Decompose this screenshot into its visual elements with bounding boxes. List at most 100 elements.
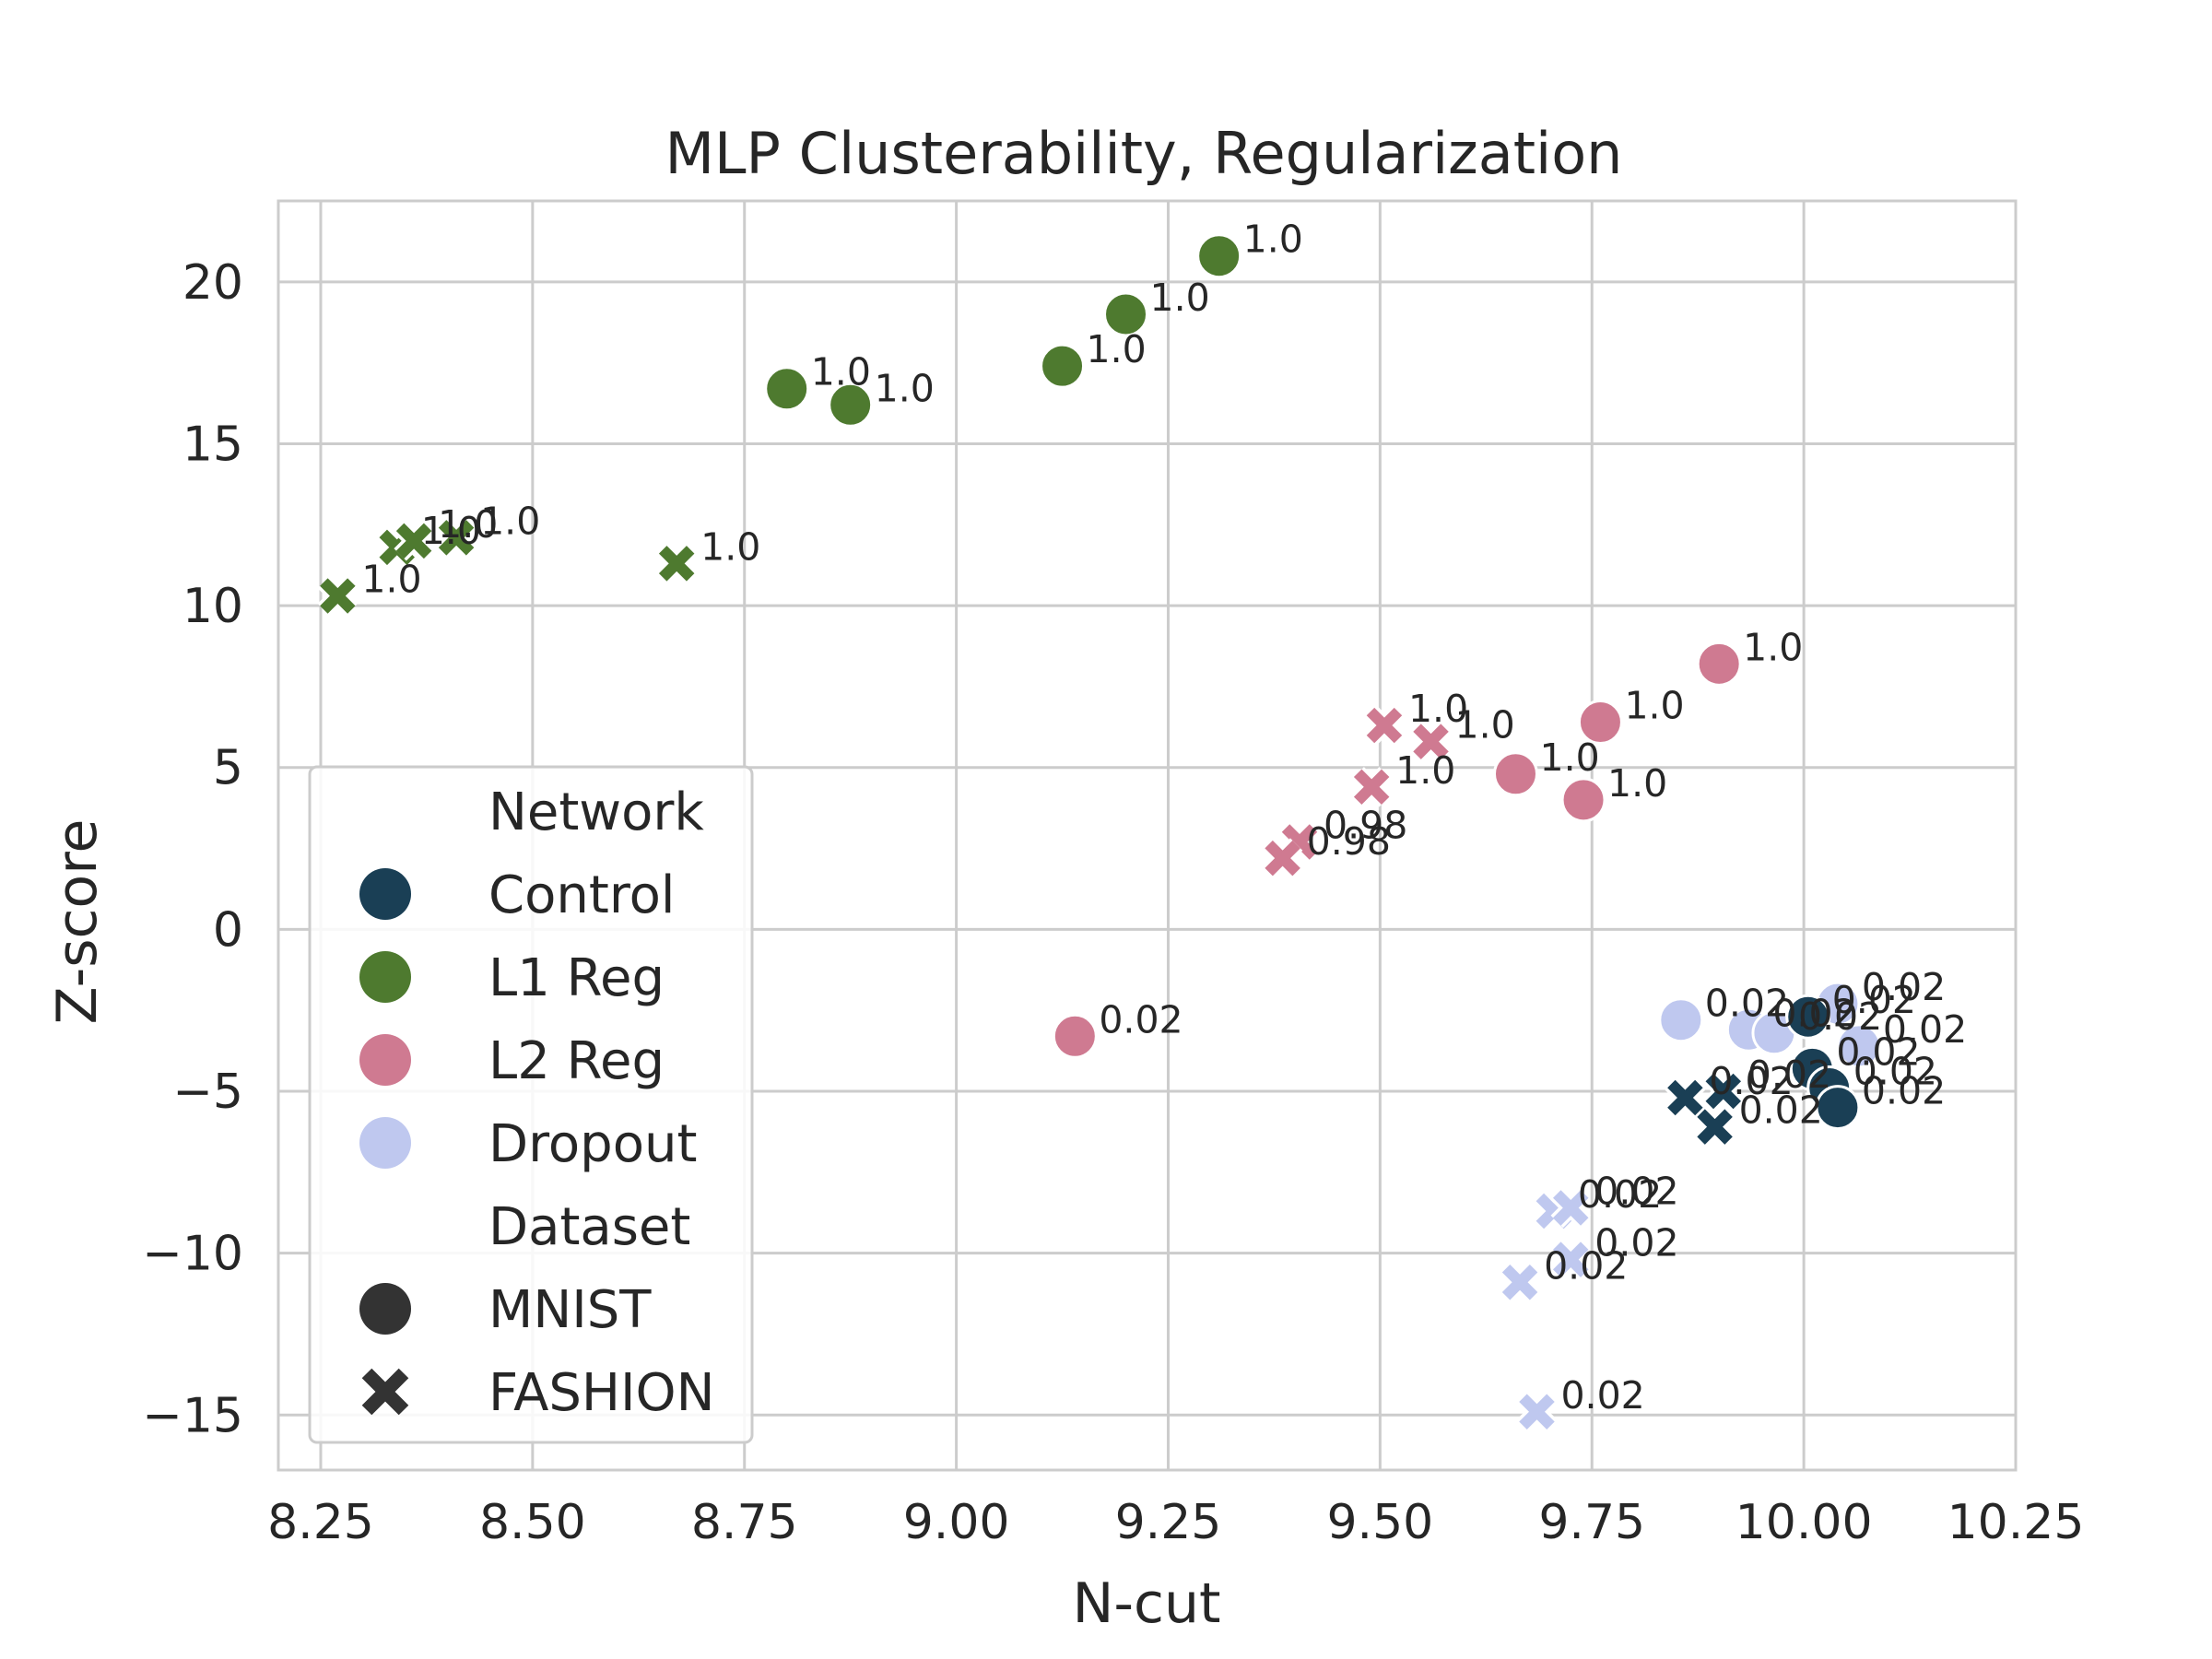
point-circle (1658, 997, 1704, 1043)
point-x (317, 575, 359, 617)
legend-label: FASHION (488, 1363, 715, 1423)
data-points (317, 233, 1882, 1432)
point-circle (1103, 291, 1149, 337)
point-label: 0.02 (1739, 1088, 1823, 1133)
point-x-stroke (1697, 1109, 1733, 1145)
point-x-stroke (438, 520, 475, 556)
point-label: 0.02 (1853, 1049, 1937, 1093)
point-x-stroke (1366, 707, 1403, 744)
point-x (1550, 1239, 1591, 1280)
legend-label: MNIST (488, 1280, 652, 1340)
point-x (1364, 705, 1405, 746)
point-x-stroke (1353, 769, 1390, 806)
point-x (1500, 1262, 1540, 1302)
x-tick-label: 10.25 (1947, 1495, 2085, 1550)
legend-label: Dropout (488, 1114, 697, 1174)
point-x (1550, 1187, 1591, 1229)
point-label: 0.02 (1747, 1053, 1831, 1097)
point-x-stroke (1705, 1073, 1742, 1110)
axis-ticks: 8.25 8.50 8.75 9.00 9.25 9.50 9.75 10.00 10.25 −1… (142, 255, 2084, 1550)
x-tick-label: 9.50 (1326, 1495, 1433, 1550)
point-circle (1040, 343, 1086, 389)
point-label: 0.02 (1594, 1221, 1678, 1265)
point-label: 1.0 (700, 524, 760, 569)
point-label: 1.0 (1395, 748, 1455, 793)
point-label: 0.02 (1578, 1172, 1662, 1217)
point-x (1262, 838, 1303, 878)
point-label: 0.02 (1099, 997, 1182, 1041)
point-label: 1.0 (1455, 703, 1515, 747)
point-label: 0.02 (1862, 1069, 1946, 1113)
point-circle (1560, 777, 1606, 823)
point-label: 0.98 (1324, 804, 1407, 848)
point-label: 0.02 (1832, 978, 1916, 1022)
point-x-stroke (1667, 1079, 1703, 1116)
point-x-stroke (1553, 1241, 1589, 1277)
y-tick-label: 0 (213, 902, 243, 958)
point-circle (828, 382, 874, 428)
point-label: 0.02 (1836, 1030, 1920, 1074)
point-label: 1.0 (1624, 684, 1684, 728)
point-label: 0.02 (1594, 1169, 1678, 1213)
point-label: 1.0 (1607, 761, 1667, 806)
point-x (1410, 721, 1452, 762)
y-tick-label: −5 (172, 1065, 243, 1120)
point-x-stroke (1519, 1394, 1555, 1430)
point-circle (1052, 1013, 1098, 1059)
plot-frame (276, 199, 2018, 1472)
legend-label: Control (488, 865, 675, 925)
point-label: 1.0 (1243, 218, 1303, 262)
point-x (1516, 1392, 1558, 1432)
y-tick-label: −15 (142, 1388, 243, 1443)
point-labels: 1.01.01.01.0 1.01.01.01.01.01.01.01.01.01… (361, 218, 1967, 1418)
point-x (394, 521, 434, 561)
point-x-stroke (395, 523, 432, 559)
point-circle (1785, 994, 1831, 1040)
x-axis-label: N-cut (1072, 1571, 1220, 1636)
point-label: 1.0 (1150, 276, 1210, 320)
legend-box (308, 765, 754, 1444)
y-tick-label: 20 (182, 255, 243, 311)
point-x-stroke (658, 546, 695, 582)
point-x (1694, 1106, 1735, 1147)
x-tick-label: 9.75 (1538, 1495, 1645, 1550)
point-label: 0.02 (1883, 1007, 1967, 1052)
legend-marker-x (361, 1368, 409, 1416)
point-circle (1836, 1023, 1882, 1069)
point-label: 1.0 (811, 350, 871, 394)
legend-label: L2 Reg (488, 1031, 665, 1091)
y-tick-label: 15 (182, 417, 243, 472)
point-label: 1.0 (1087, 327, 1147, 371)
y-tick-label: 10 (182, 579, 243, 634)
point-label: 0.02 (1560, 1373, 1644, 1418)
legend-marker-circle (359, 1283, 411, 1335)
point-label: 0.02 (1798, 994, 1882, 1039)
point-x-stroke (1501, 1265, 1538, 1300)
x-tick-label: 9.00 (903, 1495, 1010, 1550)
point-circle (1696, 641, 1742, 687)
x-tick-label: 8.50 (479, 1495, 586, 1550)
y-tick-label: 5 (213, 741, 243, 796)
point-label: 0.02 (1544, 1243, 1628, 1288)
point-x (1703, 1071, 1744, 1112)
point-circle (764, 366, 810, 412)
legend-marker (359, 1117, 411, 1169)
x-tick-label: 8.75 (691, 1495, 798, 1550)
point-circle (1815, 1085, 1861, 1131)
point-x-stroke (320, 578, 356, 614)
legend-marker (359, 1034, 411, 1086)
point-label: 1.0 (421, 509, 481, 553)
legend-style-title: Dataset (488, 1197, 690, 1257)
y-axis-label: Z-score (45, 819, 110, 1025)
legend: Network Control L1 Reg L2 Reg Dropout Dataset… (308, 765, 754, 1444)
point-label: 0.02 (1772, 991, 1856, 1035)
legend-label: L1 Reg (488, 948, 665, 1008)
point-x-stroke (1413, 724, 1449, 759)
point-x (656, 543, 697, 584)
point-label: 0.02 (1705, 982, 1789, 1026)
point-label: 1.0 (438, 502, 498, 547)
point-label: 0.02 (1709, 1059, 1793, 1103)
x-tick-label: 10.00 (1735, 1495, 1873, 1550)
legend-hue-title: Network (488, 782, 704, 842)
